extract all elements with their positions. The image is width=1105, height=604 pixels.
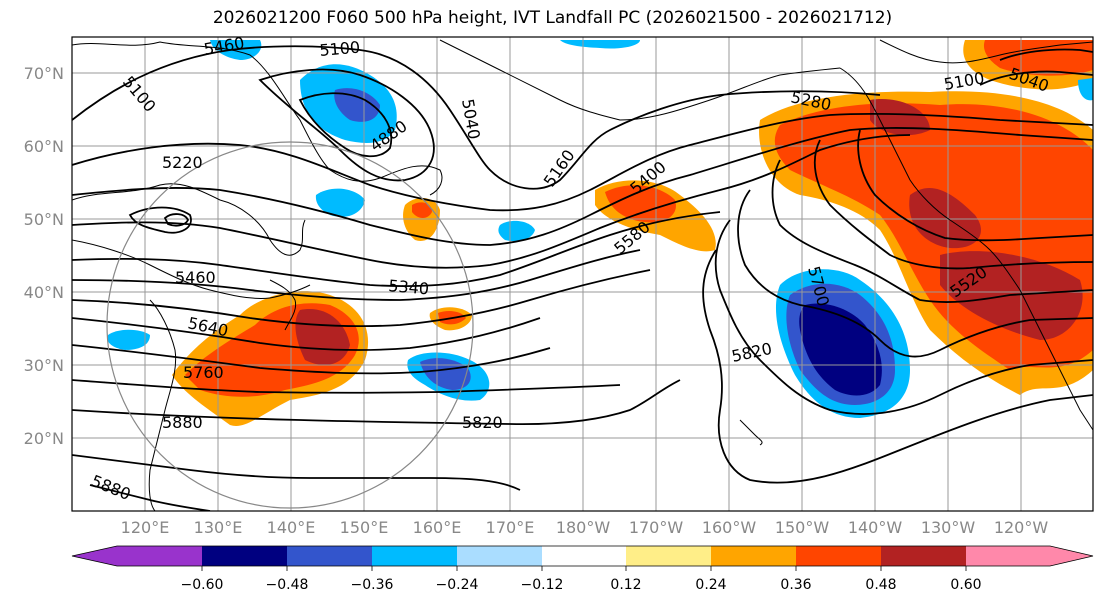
colorbar-tick: −0.36: [351, 577, 394, 593]
lon-label: 150°W: [775, 518, 830, 537]
colorbar-seg-10: [966, 546, 1093, 566]
shade-neg-top2: [560, 40, 640, 49]
shade-japan-dark: [295, 309, 350, 365]
lon-label: 140°W: [848, 518, 903, 537]
latitude-axis: 70°N 60°N 50°N 40°N 30°N 20°N: [24, 64, 64, 448]
shade-spot1-red: [412, 202, 432, 218]
lon-label: 150°E: [340, 518, 389, 537]
colorbar-seg-1: [202, 546, 287, 566]
height-contours: [72, 45, 1093, 511]
colorbar-tick: −0.12: [521, 577, 564, 593]
colorbar-tick: −0.24: [436, 577, 479, 593]
colorbar-seg-3: [372, 546, 457, 566]
map-frame: [71, 36, 1094, 512]
colorbar-seg-0: [72, 546, 202, 566]
lon-label: 160°E: [413, 518, 462, 537]
shade-neg-nw2: [334, 88, 380, 122]
lat-label: 40°N: [24, 283, 64, 302]
colorbar-tick: 0.36: [780, 577, 811, 593]
colorbar-tick: 0.60: [950, 577, 981, 593]
shade-neg-small5: [1078, 78, 1093, 101]
lon-label: 160°W: [702, 518, 757, 537]
shade-midpac-red: [605, 185, 676, 223]
lon-label: 120°E: [121, 518, 170, 537]
contour-label: 5880: [162, 413, 203, 432]
contour-label: 5460: [175, 268, 216, 287]
contour-label: 5820: [462, 413, 503, 432]
colorbar-tick: 0.12: [610, 577, 641, 593]
lon-label: 130°W: [921, 518, 976, 537]
lon-label: 170°E: [486, 518, 535, 537]
lon-label: 140°E: [267, 518, 316, 537]
colorbar: −0.60 −0.48 −0.36 −0.24 −0.12 0.12 0.24 …: [71, 545, 1094, 593]
shade-neg-small2: [498, 220, 535, 242]
colorbar-tick: −0.48: [266, 577, 309, 593]
lon-label: 170°W: [629, 518, 684, 537]
lat-label: 30°N: [24, 356, 64, 375]
lon-label: 180°W: [556, 518, 611, 537]
shade-ne-dark: [909, 187, 981, 249]
lon-label: 130°E: [194, 518, 243, 537]
lon-label: 120°W: [994, 518, 1049, 537]
contour-label: 5460: [202, 33, 245, 59]
colorbar-seg-5: [542, 546, 626, 566]
radius-circle: [106, 141, 474, 509]
longitude-axis: 120°E 130°E 140°E 150°E 160°E 170°E 180°…: [121, 518, 1049, 537]
map-title: 2026021200 F060 500 hPa height, IVT Land…: [212, 8, 893, 28]
colorbar-seg-7: [711, 546, 796, 566]
contour-label: 5220: [162, 153, 203, 172]
colorbar-seg-9: [881, 546, 966, 566]
colorbar-seg-6: [626, 546, 711, 566]
colorbar-outline: [71, 545, 1094, 567]
lat-label: 60°N: [24, 137, 64, 156]
colorbar-seg-2: [287, 546, 372, 566]
gridlines: [72, 37, 1093, 511]
lat-label: 20°N: [24, 429, 64, 448]
contour-label: 5760: [183, 363, 224, 382]
colorbar-tick: 0.24: [695, 577, 726, 593]
shade-neg-small1: [315, 188, 365, 217]
lat-label: 70°N: [24, 64, 64, 83]
contour-label: 5340: [388, 276, 430, 298]
shade-ne-dark3: [870, 99, 930, 136]
shade-neg-small3b: [420, 358, 471, 390]
colorbar-tick: −0.60: [181, 577, 224, 593]
contour-label: 5100: [319, 38, 361, 60]
colorbar-seg-4: [457, 546, 542, 566]
lat-label: 50°N: [24, 210, 64, 229]
shade-neg-small4: [107, 329, 150, 350]
colorbar-tick: 0.48: [865, 577, 896, 593]
colorbar-seg-8: [796, 546, 881, 566]
